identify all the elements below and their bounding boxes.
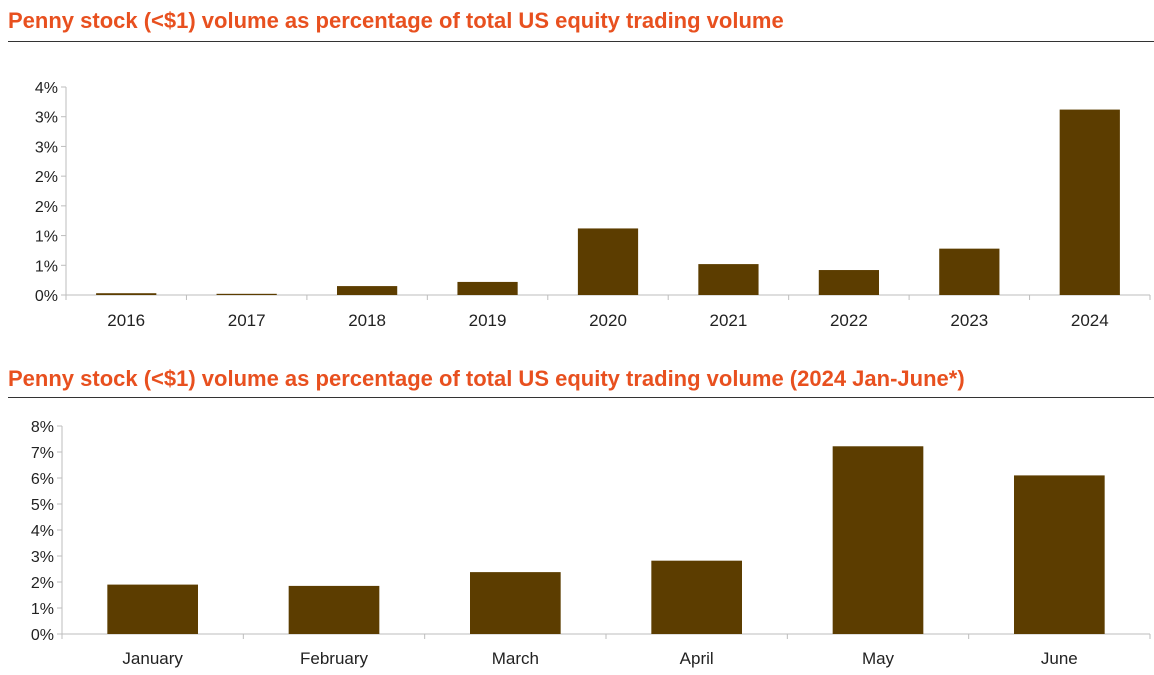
- y-tick-label: 3%: [35, 110, 58, 127]
- x-tick-label: March: [492, 649, 539, 668]
- x-tick-label: 2017: [228, 311, 266, 330]
- bar-2019: [457, 281, 518, 295]
- bar-2016: [96, 293, 157, 295]
- y-tick-label: 0%: [31, 627, 54, 644]
- y-tick-label: 3%: [31, 549, 54, 566]
- x-tick-label: 2022: [830, 311, 868, 330]
- x-tick-label: January: [122, 649, 183, 668]
- x-tick-label: 2018: [348, 311, 386, 330]
- x-tick-label: 2019: [469, 311, 507, 330]
- bar-2020: [577, 228, 639, 295]
- chart-title-annual: Penny stock (<$1) volume as percentage o…: [8, 8, 784, 33]
- x-tick-label: 2021: [710, 311, 748, 330]
- y-tick-label: 2%: [35, 169, 58, 186]
- y-tick-label: 6%: [31, 471, 54, 488]
- bar-may: [832, 446, 924, 634]
- bar-february: [288, 585, 380, 634]
- title-divider-annual: [8, 41, 1154, 42]
- bar-2017: [216, 293, 277, 295]
- x-tick-label: April: [680, 649, 714, 668]
- x-tick-label: 2023: [950, 311, 988, 330]
- bar-2022: [818, 270, 879, 295]
- x-tick-label: May: [862, 649, 895, 668]
- y-tick-label: 4%: [31, 523, 54, 540]
- x-tick-label: June: [1041, 649, 1078, 668]
- bar-2018: [337, 286, 398, 295]
- y-tick-label: 7%: [31, 445, 54, 462]
- bar-june: [1014, 475, 1105, 634]
- x-tick-label: February: [300, 649, 369, 668]
- monthly-bar-chart: 0% 1% 2% 3% 4% 5% 6% 7% 8% January February March Ap…: [31, 419, 1151, 668]
- bar-march: [470, 572, 561, 634]
- annual-bar-chart: 0% 1% 1% 2% 2% 3% 3% 4% 2016 2017 2018 2019 2020 2021…: [35, 80, 1151, 330]
- bar-january: [107, 584, 198, 634]
- y-tick-label: 3%: [35, 139, 58, 156]
- x-tick-label: 2024: [1071, 311, 1109, 330]
- title-divider-monthly: [8, 397, 1154, 398]
- y-tick-label: 1%: [35, 258, 58, 275]
- bar-april: [651, 560, 742, 634]
- y-tick-label: 8%: [31, 419, 54, 436]
- y-tick-label: 1%: [35, 229, 58, 246]
- y-tick-label: 1%: [31, 601, 54, 618]
- x-tick-label: 2016: [107, 311, 145, 330]
- y-tick-label: 2%: [35, 199, 58, 216]
- y-tick-label: 4%: [35, 80, 58, 97]
- y-tick-label: 5%: [31, 497, 54, 514]
- x-tick-label: 2020: [589, 311, 627, 330]
- y-tick-label: 2%: [31, 575, 54, 592]
- bar-2021: [698, 264, 759, 295]
- bar-2024: [1059, 109, 1120, 295]
- chart-title-monthly: Penny stock (<$1) volume as percentage o…: [8, 366, 965, 391]
- y-tick-label: 0%: [35, 288, 58, 305]
- bar-2023: [939, 248, 1000, 295]
